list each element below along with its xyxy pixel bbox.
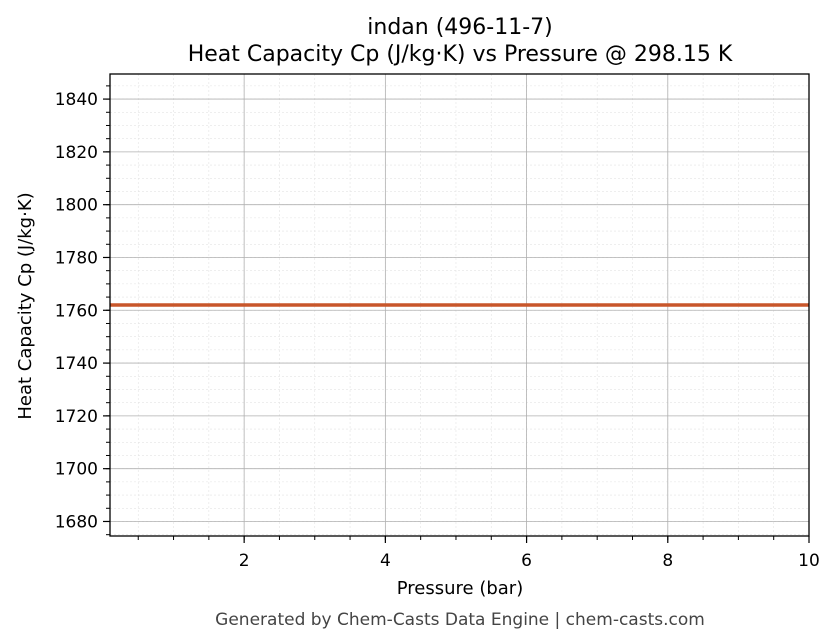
y-tick-label: 1760 <box>55 301 98 321</box>
chart-title: indan (496-11-7) <box>367 15 552 40</box>
x-axis-label: Pressure (bar) <box>397 578 523 599</box>
x-tick-label: 4 <box>380 551 391 571</box>
x-tick-label: 8 <box>662 551 673 571</box>
y-tick-label: 1780 <box>55 248 98 268</box>
x-axis-ticks: 2 4 6 8 10 <box>137 536 820 571</box>
y-tick-label: 1700 <box>55 460 98 480</box>
y-tick-label: 1840 <box>55 90 98 110</box>
y-axis-ticks: 1680 1700 1720 1740 1760 1780 1800 1820 1840 <box>55 85 110 536</box>
x-tick-label: 2 <box>239 551 250 571</box>
footer-credit: Generated by Chem-Casts Data Engine | ch… <box>215 610 705 630</box>
x-tick-label: 10 <box>798 551 820 571</box>
y-tick-label: 1820 <box>55 143 98 163</box>
chart-subtitle: Heat Capacity Cp (J/kg·K) vs Pressure @ … <box>188 42 733 67</box>
x-tick-label: 6 <box>521 551 532 571</box>
plot-frame <box>109 73 810 537</box>
y-tick-label: 1740 <box>55 354 98 374</box>
y-axis-label: Heat Capacity Cp (J/kg·K) <box>15 192 36 419</box>
y-tick-label: 1680 <box>55 512 98 532</box>
y-tick-label: 1720 <box>55 407 98 427</box>
y-tick-label: 1800 <box>55 196 98 216</box>
